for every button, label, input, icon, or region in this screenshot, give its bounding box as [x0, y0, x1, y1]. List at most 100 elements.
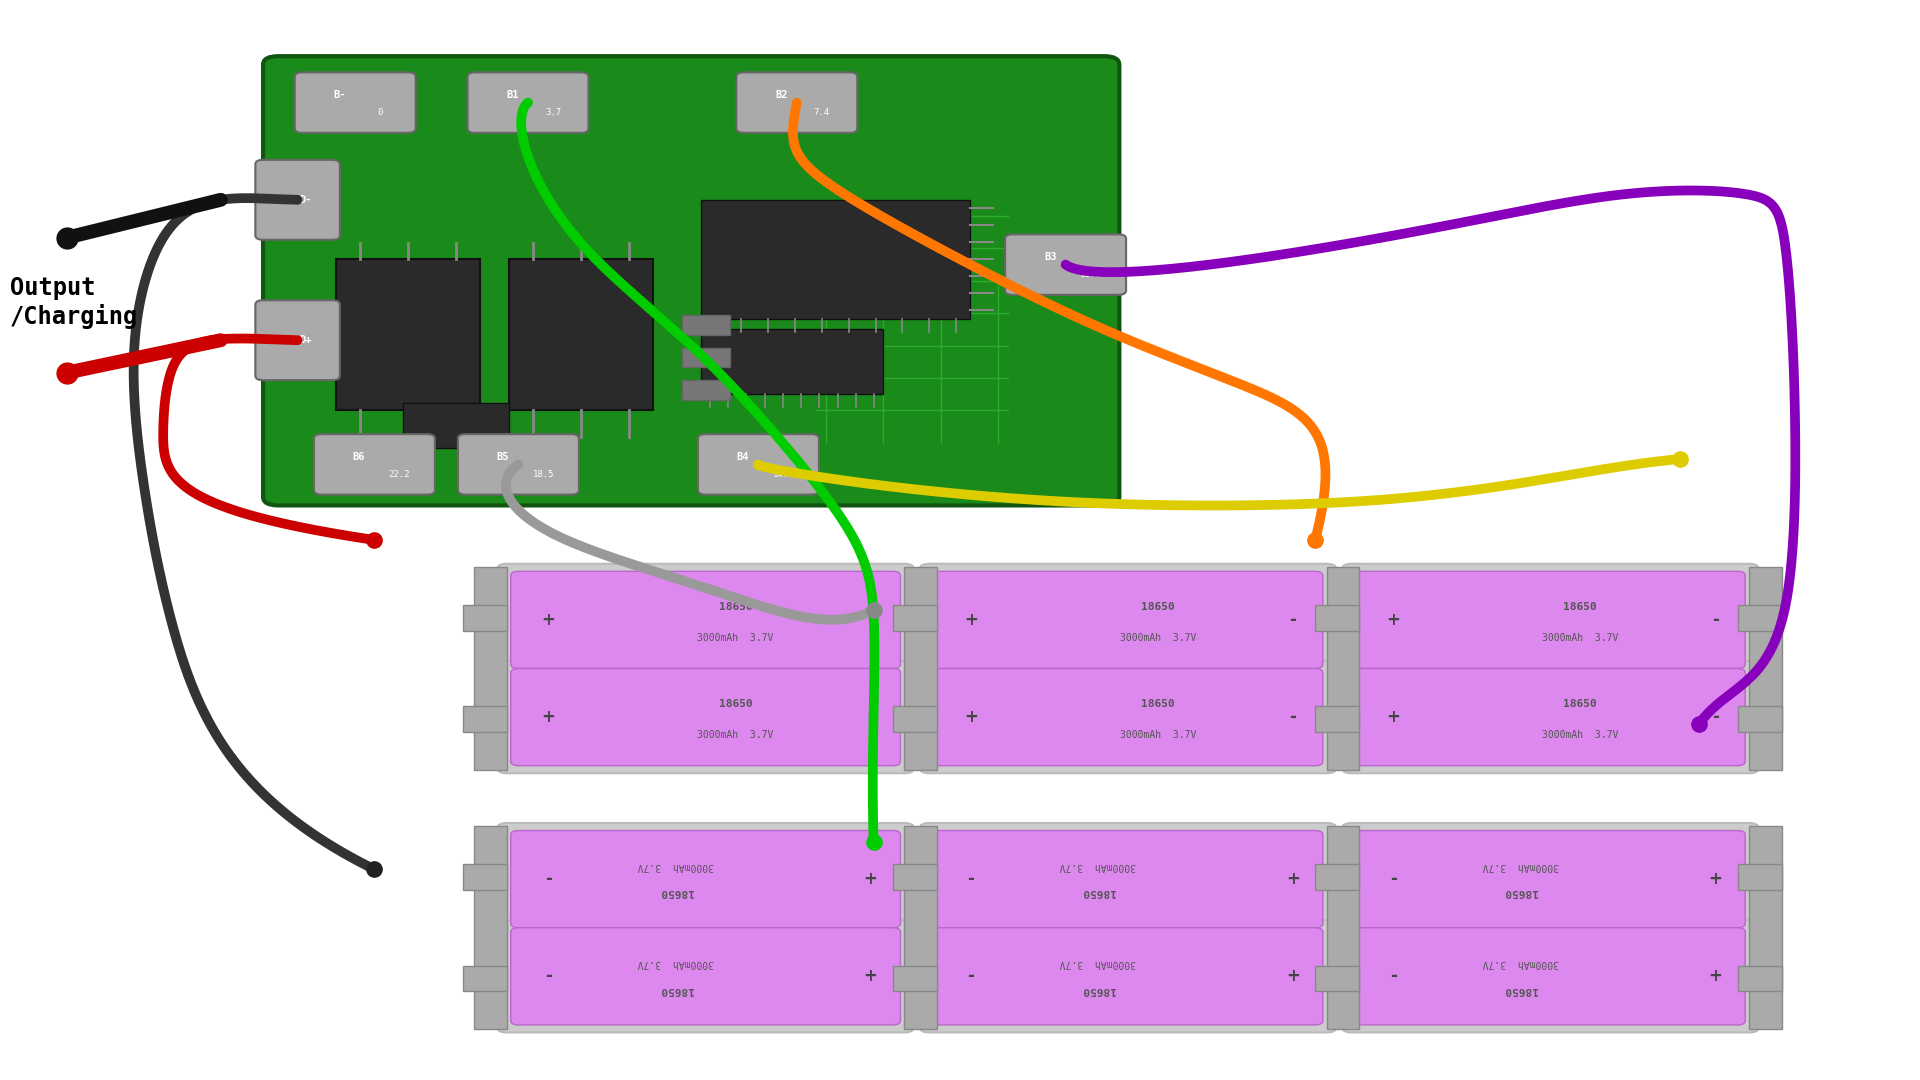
Text: 18650: 18650	[1503, 888, 1538, 897]
FancyBboxPatch shape	[1006, 234, 1125, 295]
Text: 18650: 18650	[1081, 985, 1116, 995]
Text: 3000mAh  3.7V: 3000mAh 3.7V	[1542, 730, 1619, 740]
FancyBboxPatch shape	[1356, 831, 1745, 928]
Text: -: -	[1290, 708, 1296, 726]
Text: +: +	[541, 708, 555, 726]
FancyBboxPatch shape	[497, 661, 914, 773]
Text: +: +	[964, 708, 977, 726]
Text: -: -	[1713, 708, 1718, 726]
Bar	[1749, 826, 1782, 1029]
Bar	[701, 329, 883, 394]
Bar	[509, 259, 653, 410]
FancyBboxPatch shape	[1342, 661, 1759, 773]
Text: B-: B-	[334, 90, 346, 100]
FancyBboxPatch shape	[920, 920, 1336, 1032]
Text: -: -	[1390, 968, 1396, 985]
Bar	[1749, 567, 1782, 770]
Text: +: +	[864, 968, 877, 985]
Text: +: +	[1286, 968, 1300, 985]
Bar	[701, 200, 970, 319]
Text: -: -	[1390, 870, 1396, 888]
FancyBboxPatch shape	[511, 928, 900, 1025]
Bar	[904, 567, 937, 770]
FancyBboxPatch shape	[920, 661, 1336, 773]
Bar	[893, 966, 937, 991]
FancyBboxPatch shape	[735, 72, 856, 133]
FancyBboxPatch shape	[933, 831, 1323, 928]
Bar	[463, 605, 507, 631]
Text: B6: B6	[353, 451, 365, 462]
Bar	[893, 864, 937, 890]
Text: +: +	[541, 611, 555, 629]
FancyBboxPatch shape	[459, 434, 580, 495]
FancyBboxPatch shape	[511, 571, 900, 669]
Bar	[682, 315, 730, 335]
FancyBboxPatch shape	[255, 160, 340, 240]
FancyBboxPatch shape	[933, 928, 1323, 1025]
FancyBboxPatch shape	[1356, 669, 1745, 766]
FancyBboxPatch shape	[468, 72, 588, 133]
FancyBboxPatch shape	[1342, 823, 1759, 935]
Text: 18650: 18650	[1140, 699, 1175, 708]
Text: 3000mAh  3.7V: 3000mAh 3.7V	[637, 958, 714, 968]
Bar	[463, 966, 507, 991]
Text: 22.2: 22.2	[388, 470, 411, 478]
FancyBboxPatch shape	[511, 831, 900, 928]
Text: D+: D+	[300, 335, 311, 346]
Text: +: +	[1286, 870, 1300, 888]
Text: 18650: 18650	[1503, 985, 1538, 995]
Text: -: -	[868, 611, 874, 629]
Text: 18650: 18650	[718, 699, 753, 708]
Bar	[1315, 966, 1359, 991]
Text: 18650: 18650	[1563, 699, 1597, 708]
FancyBboxPatch shape	[1342, 564, 1759, 676]
FancyBboxPatch shape	[497, 920, 914, 1032]
Text: B5: B5	[497, 451, 509, 462]
Text: -: -	[868, 708, 874, 726]
Text: 18650: 18650	[1140, 602, 1175, 611]
Bar	[1315, 864, 1359, 890]
Text: D-: D-	[300, 194, 311, 205]
Text: 3.7: 3.7	[545, 108, 561, 117]
Text: 3000mAh  3.7V: 3000mAh 3.7V	[1060, 958, 1137, 968]
Text: +: +	[1709, 870, 1722, 888]
Text: 14.8: 14.8	[772, 470, 795, 478]
Bar	[474, 567, 507, 770]
Bar	[682, 348, 730, 367]
Bar	[682, 380, 730, 400]
Text: 18650: 18650	[1081, 888, 1116, 897]
Bar	[904, 826, 937, 1029]
Text: -: -	[545, 968, 551, 985]
Bar	[1315, 706, 1359, 732]
Text: 3000mAh  3.7V: 3000mAh 3.7V	[1482, 958, 1559, 968]
Text: 18650: 18650	[1563, 602, 1597, 611]
Text: +: +	[864, 870, 877, 888]
Bar	[1738, 966, 1782, 991]
Text: 3000mAh  3.7V: 3000mAh 3.7V	[637, 861, 714, 870]
Bar	[1738, 864, 1782, 890]
Text: 3000mAh  3.7V: 3000mAh 3.7V	[1542, 633, 1619, 643]
Text: 18650: 18650	[718, 602, 753, 611]
Bar	[463, 706, 507, 732]
Bar	[893, 605, 937, 631]
Text: -: -	[1290, 611, 1296, 629]
Text: -: -	[968, 870, 973, 888]
Bar	[474, 826, 507, 1029]
Text: -: -	[545, 870, 551, 888]
Bar	[403, 403, 509, 448]
FancyBboxPatch shape	[294, 72, 415, 133]
Text: 18650: 18650	[659, 888, 693, 897]
Bar	[463, 864, 507, 890]
FancyBboxPatch shape	[263, 56, 1119, 505]
Bar	[1738, 706, 1782, 732]
Text: -: -	[968, 968, 973, 985]
Text: +: +	[1709, 968, 1722, 985]
FancyBboxPatch shape	[315, 434, 434, 495]
Text: 3000mAh  3.7V: 3000mAh 3.7V	[1119, 633, 1196, 643]
Text: +: +	[964, 611, 977, 629]
Bar	[1327, 567, 1359, 770]
Bar	[1315, 605, 1359, 631]
Text: Output
/Charging: Output /Charging	[10, 275, 138, 329]
Text: 0: 0	[378, 108, 382, 117]
FancyBboxPatch shape	[1342, 920, 1759, 1032]
